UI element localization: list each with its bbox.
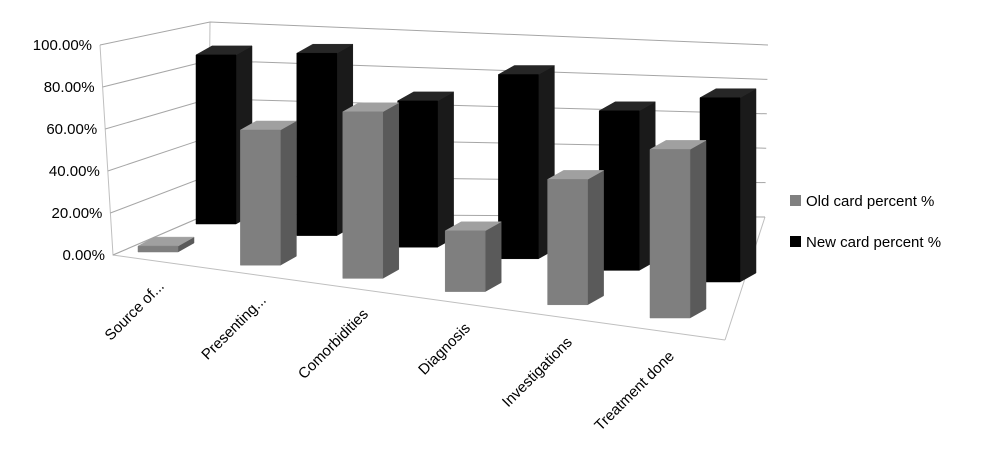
y-axis-tick-labels: 0.00% 20.00% 40.00% 60.00% 80.00% 100.00% (33, 37, 105, 264)
y-tick-label: 80.00% (44, 79, 95, 96)
bar-new-card (497, 65, 556, 260)
gridline (99, 21, 769, 46)
bar-new-card (396, 91, 455, 248)
y-tick-label: 60.00% (46, 121, 97, 138)
legend-swatch-new-card (790, 236, 801, 247)
x-category-label: Treatment done (591, 348, 678, 435)
bar-old-card (341, 102, 400, 279)
y-tick-label: 0.00% (62, 247, 105, 264)
bar-old-card (444, 221, 503, 293)
bar-old-card (546, 169, 605, 306)
bar-old-card (239, 120, 298, 266)
legend: Old card percent % New card percent % (790, 193, 941, 251)
bar-old-card (649, 139, 707, 319)
bar-old-card (137, 236, 195, 253)
x-category-label: Investigations (499, 334, 576, 411)
legend-label-new-card: New card percent % (806, 234, 941, 251)
x-category-label: Source of... (102, 278, 168, 344)
y-tick-label: 40.00% (49, 163, 100, 180)
y-tick-label: 20.00% (52, 205, 103, 222)
x-category-label: Diagnosis (415, 320, 474, 379)
x-category-label: Comorbidities (295, 306, 372, 383)
bar-new-card (699, 88, 757, 283)
x-category-label: Presenting... (198, 292, 270, 364)
y-tick-label: 100.00% (33, 37, 92, 54)
legend-label-old-card: Old card percent % (806, 193, 934, 210)
legend-swatch-old-card (790, 195, 801, 206)
bar-new-card (598, 101, 657, 271)
series-old-card-bars (137, 102, 707, 319)
